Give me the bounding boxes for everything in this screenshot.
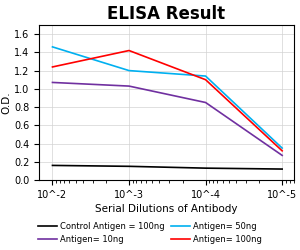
Title: ELISA Result: ELISA Result [107, 6, 226, 24]
X-axis label: Serial Dilutions of Antibody: Serial Dilutions of Antibody [95, 204, 238, 214]
Y-axis label: O.D.: O.D. [1, 91, 11, 114]
Legend: Control Antigen = 100ng, Antigen= 10ng, Antigen= 50ng, Antigen= 100ng: Control Antigen = 100ng, Antigen= 10ng, … [37, 220, 263, 246]
